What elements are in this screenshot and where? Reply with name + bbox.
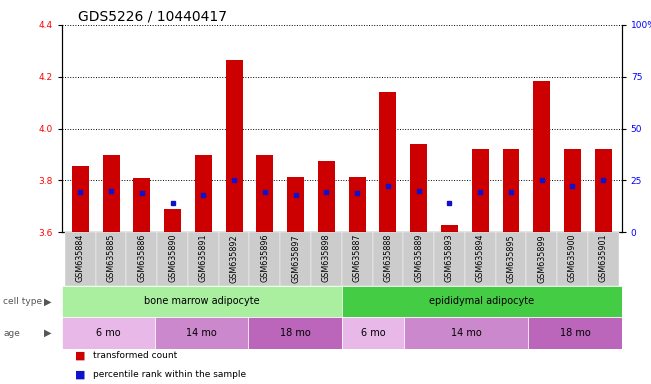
- Bar: [441, 225, 458, 232]
- Bar: [164, 209, 181, 232]
- Text: GSM635900: GSM635900: [568, 234, 577, 283]
- Bar: [157, 232, 188, 286]
- Bar: [249, 317, 342, 349]
- Bar: [380, 92, 396, 232]
- Bar: [249, 232, 280, 286]
- Bar: [410, 144, 427, 232]
- Bar: [465, 232, 495, 286]
- Bar: [72, 166, 89, 232]
- Bar: [342, 317, 404, 349]
- Bar: [62, 286, 342, 317]
- Text: GSM635896: GSM635896: [260, 234, 270, 283]
- Text: GSM635884: GSM635884: [76, 234, 85, 282]
- Text: GSM635888: GSM635888: [383, 234, 393, 282]
- Bar: [564, 149, 581, 232]
- Text: ■: ■: [75, 369, 85, 379]
- Bar: [287, 177, 304, 232]
- Bar: [133, 178, 150, 232]
- Text: GSM635898: GSM635898: [322, 234, 331, 283]
- Text: 6 mo: 6 mo: [361, 328, 385, 338]
- Bar: [342, 232, 372, 286]
- Bar: [155, 317, 249, 349]
- Text: GSM635893: GSM635893: [445, 234, 454, 283]
- Text: ▶: ▶: [44, 296, 52, 306]
- Bar: [372, 232, 404, 286]
- Text: GSM635901: GSM635901: [599, 234, 608, 283]
- Bar: [434, 232, 465, 286]
- Bar: [126, 232, 157, 286]
- Text: ■: ■: [75, 350, 85, 360]
- Text: 6 mo: 6 mo: [96, 328, 121, 338]
- Text: GSM635894: GSM635894: [476, 234, 485, 283]
- Bar: [533, 81, 550, 232]
- Bar: [503, 149, 519, 232]
- Bar: [219, 232, 249, 286]
- Bar: [226, 60, 243, 232]
- Text: GSM635895: GSM635895: [506, 234, 516, 283]
- Bar: [529, 317, 622, 349]
- Text: GSM635899: GSM635899: [537, 234, 546, 283]
- Text: bone marrow adipocyte: bone marrow adipocyte: [144, 296, 260, 306]
- Text: ▶: ▶: [44, 328, 52, 338]
- Bar: [595, 149, 612, 232]
- Bar: [96, 232, 126, 286]
- Bar: [472, 149, 489, 232]
- Text: 18 mo: 18 mo: [280, 328, 311, 338]
- Text: GSM635887: GSM635887: [353, 234, 362, 283]
- Bar: [256, 154, 273, 232]
- Bar: [311, 232, 342, 286]
- Bar: [557, 232, 588, 286]
- Bar: [318, 161, 335, 232]
- Text: GSM635885: GSM635885: [107, 234, 116, 283]
- Text: GSM635892: GSM635892: [230, 234, 239, 283]
- Bar: [527, 232, 557, 286]
- Text: 14 mo: 14 mo: [186, 328, 217, 338]
- Text: epididymal adipocyte: epididymal adipocyte: [429, 296, 534, 306]
- Bar: [404, 317, 529, 349]
- Bar: [188, 232, 219, 286]
- Bar: [349, 177, 366, 232]
- Text: GSM635891: GSM635891: [199, 234, 208, 283]
- Bar: [65, 232, 96, 286]
- Text: GSM635897: GSM635897: [291, 234, 300, 283]
- Text: percentile rank within the sample: percentile rank within the sample: [93, 370, 246, 379]
- Bar: [404, 232, 434, 286]
- Text: transformed count: transformed count: [93, 351, 177, 360]
- Text: cell type: cell type: [3, 297, 42, 306]
- Bar: [588, 232, 618, 286]
- Text: GSM635886: GSM635886: [137, 234, 146, 282]
- Text: 18 mo: 18 mo: [560, 328, 590, 338]
- Bar: [195, 154, 212, 232]
- Bar: [103, 154, 120, 232]
- Bar: [280, 232, 311, 286]
- Text: 14 mo: 14 mo: [450, 328, 482, 338]
- Text: GSM635889: GSM635889: [414, 234, 423, 283]
- Text: GDS5226 / 10440417: GDS5226 / 10440417: [78, 10, 227, 23]
- Text: age: age: [3, 329, 20, 338]
- Bar: [342, 286, 622, 317]
- Text: GSM635890: GSM635890: [168, 234, 177, 283]
- Bar: [495, 232, 527, 286]
- Bar: [62, 317, 155, 349]
